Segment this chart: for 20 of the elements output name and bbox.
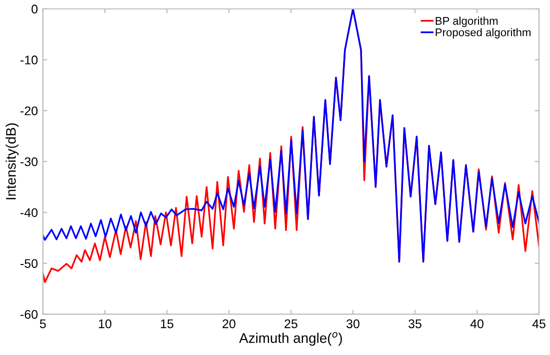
x-tick-label: 30	[346, 319, 360, 328]
y-tick-label: -20	[20, 106, 38, 116]
y-axis-title: Intensity(dB)	[6, 123, 19, 200]
x-tick-label: 10	[98, 319, 112, 328]
legend-label: BP algorithm	[436, 16, 498, 28]
x-tick-label: 25	[284, 319, 298, 328]
x-tick-label: 40	[470, 319, 484, 328]
x-tick-label: 20	[222, 319, 236, 328]
x-tick-label: 5	[40, 319, 46, 328]
x-tick-label: 15	[160, 319, 174, 328]
y-tick-label: -40	[20, 208, 38, 218]
y-tick-label: 0	[32, 4, 38, 14]
y-tick-label: -50	[20, 259, 38, 268]
legend-label: Proposed algorithm	[436, 28, 530, 38]
y-tick-label: -30	[20, 157, 38, 166]
x-tick-label: 45	[532, 319, 546, 328]
y-tick-label: -60	[20, 310, 38, 319]
x-axis-title: Azimuth angle($^{o}$)	[239, 332, 342, 346]
y-tick-label: -10	[20, 56, 38, 64]
x-tick-label: 35	[408, 319, 422, 328]
